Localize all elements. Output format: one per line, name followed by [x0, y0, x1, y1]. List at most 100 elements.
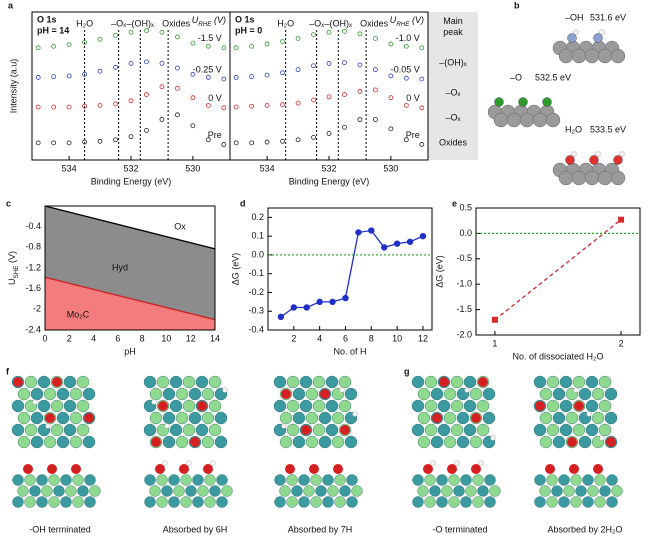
marker — [280, 70, 285, 76]
atom — [584, 48, 600, 64]
atom — [201, 435, 215, 449]
x-axis-label: Binding Energy (eV) — [91, 176, 172, 186]
marker — [51, 74, 57, 80]
caption: Absorbed by 2H₂O — [547, 524, 622, 534]
atom — [546, 423, 560, 437]
atom — [585, 375, 599, 389]
y-tick-label: -1.6 — [25, 283, 41, 293]
atom — [48, 474, 60, 486]
marker — [295, 67, 301, 73]
atom — [539, 387, 553, 401]
atom — [558, 496, 570, 508]
atom — [279, 435, 293, 449]
oxygen — [545, 464, 555, 474]
atom — [552, 411, 566, 425]
atom — [448, 496, 460, 508]
legend-title-part: U — [192, 15, 199, 25]
boundary-line — [44, 276, 216, 321]
marker — [403, 43, 409, 49]
adsorbate — [593, 33, 603, 43]
region — [45, 277, 215, 330]
atom — [344, 387, 358, 401]
atom — [24, 423, 38, 437]
marker — [368, 227, 375, 234]
marker — [97, 103, 103, 108]
panel-letter: g — [404, 366, 410, 376]
atom — [430, 435, 444, 449]
marker — [249, 74, 255, 80]
marker — [373, 117, 378, 122]
y-tick-label: -2 — [33, 304, 41, 314]
oxygen — [203, 464, 213, 474]
atom — [327, 485, 339, 497]
atom — [17, 485, 29, 497]
atom — [173, 485, 185, 497]
x-tick-label: 1 — [492, 338, 497, 348]
marker — [295, 100, 301, 106]
atom — [30, 435, 44, 449]
marker — [316, 298, 323, 306]
atom — [325, 375, 339, 389]
atom — [472, 474, 484, 486]
oxygen — [155, 464, 165, 474]
marker — [35, 75, 41, 80]
marker — [35, 140, 41, 146]
hydrogen — [281, 423, 287, 429]
atom — [303, 485, 315, 497]
marker — [326, 61, 332, 66]
atom — [318, 435, 332, 449]
marker — [373, 87, 378, 93]
atom — [594, 496, 606, 508]
peak-column-header-line: peak — [443, 27, 463, 37]
y-tick-label: 0.0 — [459, 228, 472, 238]
atom — [298, 474, 310, 486]
peak-label: –(OH)ₓ — [127, 18, 154, 28]
atom — [11, 399, 25, 413]
hydrogen — [162, 460, 168, 466]
atom — [344, 435, 358, 449]
x-tick-label: 6 — [343, 333, 348, 343]
atom — [469, 435, 483, 449]
adsorbate — [567, 33, 577, 43]
atom — [411, 423, 425, 437]
atom — [195, 423, 209, 437]
x-tick-label: 14 — [210, 333, 220, 343]
atom — [77, 485, 89, 497]
atom — [201, 387, 215, 401]
oxygen — [535, 401, 545, 411]
atom — [453, 485, 465, 497]
atom — [76, 399, 90, 413]
atom — [17, 411, 31, 425]
atom — [463, 423, 477, 437]
atom — [12, 496, 24, 508]
atom — [17, 435, 31, 449]
atom — [582, 496, 594, 508]
atom — [546, 496, 558, 508]
oxygen — [301, 425, 311, 435]
x-axis-label: pH — [124, 346, 136, 356]
marker — [264, 41, 270, 47]
atom — [611, 485, 623, 497]
x-tick-label: 2 — [291, 333, 296, 343]
y-tick-label: -0.3 — [248, 306, 264, 316]
atom — [182, 375, 196, 389]
atom — [169, 423, 183, 437]
series-label: -1.5 V — [198, 33, 222, 43]
series-line — [494, 219, 622, 321]
marker — [128, 98, 134, 104]
atom — [273, 375, 287, 389]
legend-title-part: RHE — [198, 21, 212, 28]
oxygen — [179, 464, 189, 474]
marker — [280, 39, 285, 44]
oxygen — [13, 377, 23, 387]
x-tick-label: 10 — [392, 333, 402, 343]
hydrogen — [32, 399, 38, 405]
y-axis-label: Intensity (a.u) — [8, 59, 18, 114]
atom — [558, 474, 570, 486]
atom — [30, 411, 44, 425]
marker — [264, 72, 270, 78]
x-tick-label: 532 — [321, 163, 336, 173]
marker — [342, 124, 347, 130]
atom — [424, 423, 438, 437]
atom — [312, 399, 326, 413]
